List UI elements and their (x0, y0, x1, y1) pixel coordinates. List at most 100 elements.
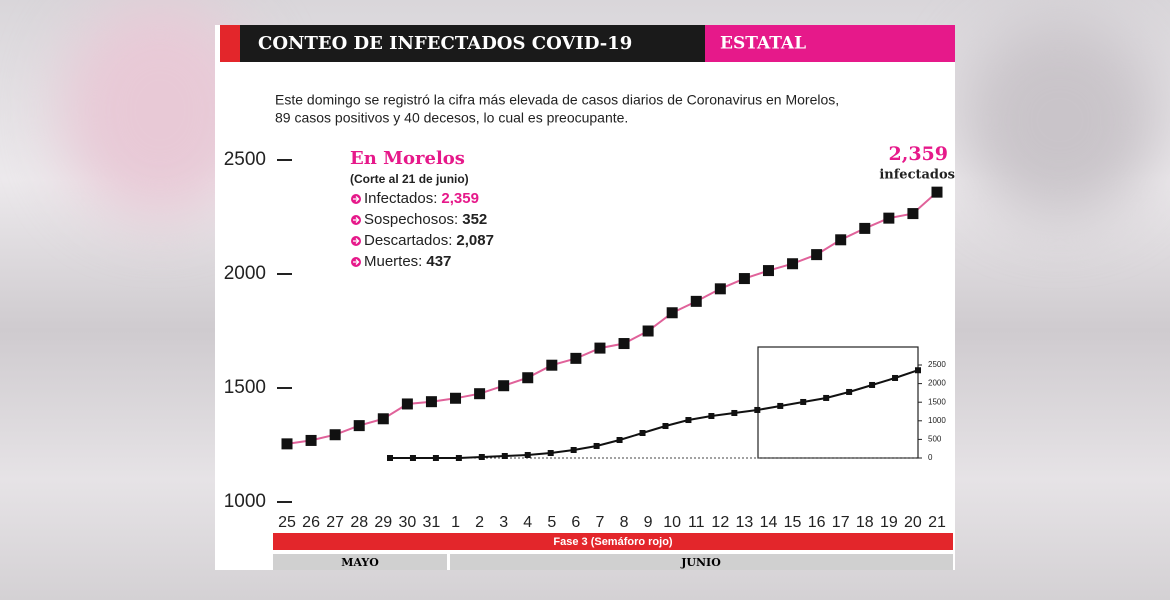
header-bar (240, 25, 705, 62)
y-tick-label: 500 (928, 435, 942, 444)
data-marker (777, 402, 784, 409)
x-tick-label: 16 (808, 514, 826, 531)
bullet-arrow (353, 196, 360, 202)
y-tick-label: 2500 (224, 149, 266, 170)
bg-blur (960, 20, 1160, 220)
month-label: MAYO (341, 556, 379, 569)
data-marker (892, 374, 899, 381)
phase-label: Fase 3 (Semáforo rojo) (553, 536, 673, 548)
summary-label: Muertes: (364, 253, 422, 270)
data-marker (738, 273, 750, 285)
data-marker (570, 447, 577, 454)
data-marker (387, 455, 393, 461)
summary-item: Sospechosos: 352 (364, 211, 487, 228)
section-label: ESTATAL (720, 34, 806, 54)
x-tick-label: 12 (711, 514, 729, 531)
x-tick-label: 19 (880, 514, 898, 531)
month-label: JUNIO (680, 556, 721, 569)
data-marker (377, 413, 389, 425)
header-accent (220, 25, 240, 62)
data-marker (409, 455, 416, 461)
bullet-arrow (353, 217, 360, 223)
month-bar (450, 554, 953, 570)
y-tick-label: 1000 (928, 416, 946, 425)
data-marker (618, 338, 630, 350)
data-marker (754, 406, 761, 413)
section-bar (705, 25, 955, 62)
x-tick-label: 14 (760, 514, 778, 531)
summary-item: Infectados: 2,359 (364, 190, 479, 207)
summary-item: Muertes: 437 (364, 253, 451, 270)
summary-value: 2,087 (456, 232, 494, 249)
x-tick-label: 27 (326, 514, 344, 531)
annotation-note: infectados (879, 168, 955, 183)
data-marker (639, 430, 646, 437)
data-marker (869, 381, 876, 388)
y-tick-label: 0 (928, 453, 933, 462)
data-marker (432, 455, 439, 461)
data-marker (401, 398, 413, 410)
data-marker (353, 420, 365, 432)
data-marker (685, 417, 692, 424)
x-tick-label: 10 (663, 514, 681, 531)
intro-line: Este domingo se registró la cifra más el… (275, 92, 839, 108)
summary-label: Infectados: (364, 190, 437, 207)
data-marker (593, 442, 600, 449)
summary-value: 352 (462, 211, 487, 228)
y-tick-label: 1000 (224, 491, 266, 512)
x-tick-label: 25 (278, 514, 296, 531)
data-marker (800, 398, 807, 405)
x-tick-label: 7 (596, 514, 605, 531)
summary-value: 2,359 (441, 190, 479, 207)
data-marker (883, 212, 895, 224)
data-marker (455, 455, 462, 461)
data-marker (450, 392, 462, 404)
x-tick-label: 31 (423, 514, 441, 531)
data-marker (690, 295, 702, 307)
y-tick-label: 2000 (928, 379, 946, 388)
data-marker (642, 325, 654, 337)
bullet-arrow (353, 259, 360, 265)
summary-title: En Morelos (350, 148, 465, 169)
data-marker (498, 380, 510, 392)
x-tick-label: 8 (620, 514, 629, 531)
data-marker (329, 429, 341, 441)
data-marker (478, 453, 485, 460)
data-line (390, 369, 919, 459)
data-marker (570, 352, 582, 364)
phase-bar (273, 533, 953, 550)
x-tick-label: 2 (475, 514, 484, 531)
data-marker (425, 396, 437, 408)
data-marker (662, 423, 669, 430)
x-tick-label: 1 (451, 514, 460, 531)
data-marker (931, 186, 943, 198)
x-tick-label: 18 (856, 514, 874, 531)
y-tick-label: 2000 (224, 263, 266, 284)
data-marker (547, 450, 554, 457)
panel (215, 25, 955, 570)
x-tick-label: 15 (784, 514, 802, 531)
summary-label: Sospechosos: (364, 211, 458, 228)
data-marker (859, 222, 871, 234)
data-marker (616, 436, 623, 443)
data-marker (474, 388, 486, 400)
data-marker (846, 388, 853, 395)
x-tick-label: 9 (644, 514, 653, 531)
x-tick-label: 3 (499, 514, 508, 531)
x-tick-label: 11 (688, 514, 705, 531)
summary-label: Descartados: (364, 232, 452, 249)
x-tick-label: 21 (928, 514, 946, 531)
data-marker (811, 249, 823, 261)
y-tick-label: 1500 (928, 397, 946, 406)
x-tick-label: 5 (547, 514, 556, 531)
intro-line: 89 casos positivos y 40 decesos, lo cual… (275, 110, 628, 126)
x-tick-label: 29 (374, 514, 392, 531)
x-tick-label: 17 (832, 514, 850, 531)
data-marker (823, 394, 830, 401)
y-tick-label: 1500 (224, 377, 266, 398)
data-marker (501, 452, 508, 459)
bullet-arrow (353, 238, 360, 244)
x-tick-label: 28 (350, 514, 368, 531)
